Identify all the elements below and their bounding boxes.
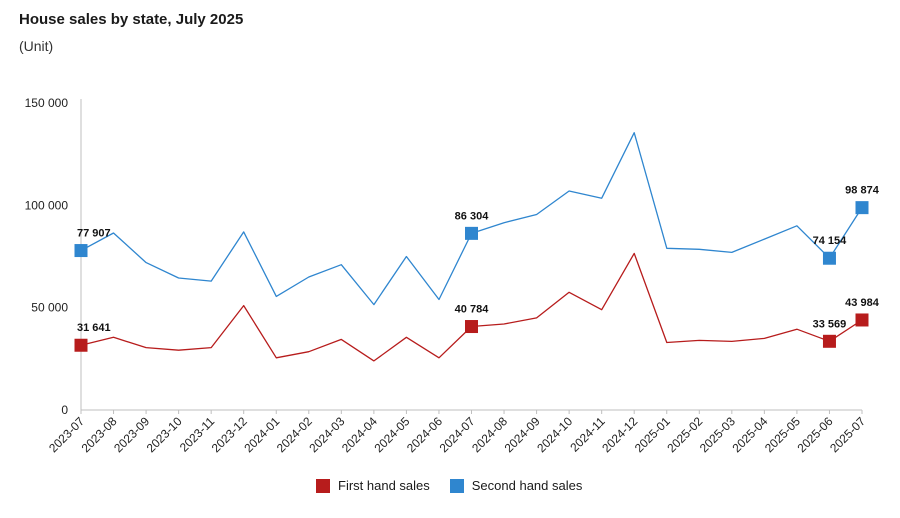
- legend-swatch-second-hand: [449, 478, 464, 493]
- legend-label-second-hand: Second hand sales: [471, 478, 583, 493]
- legend-swatch-first-hand: [316, 478, 330, 493]
- data-point-marker[interactable]: [74, 338, 88, 352]
- legend-item-second-hand[interactable]: Second hand sales: [449, 478, 583, 493]
- data-label: 74 154: [813, 235, 848, 247]
- data-point-marker[interactable]: [855, 313, 869, 327]
- x-tick-label: 2023-10: [144, 414, 185, 455]
- x-tick-label: 2024-10: [534, 414, 575, 455]
- data-label: 43 984: [845, 297, 880, 309]
- chart-title: House sales by state, July 2025: [19, 11, 244, 28]
- data-point-marker[interactable]: [465, 226, 478, 240]
- data-point-marker[interactable]: [855, 201, 869, 215]
- x-tick-label: 2025-07: [827, 414, 868, 455]
- data-label: 77 907: [77, 228, 111, 240]
- data-label: 98 874: [845, 185, 880, 197]
- data-point-marker[interactable]: [822, 251, 836, 265]
- y-tick-label: 50 000: [31, 301, 68, 315]
- data-label: 40 784: [455, 304, 490, 316]
- data-point-marker[interactable]: [822, 334, 836, 348]
- y-tick-label: 100 000: [25, 198, 69, 212]
- data-label: 33 569: [813, 318, 847, 330]
- y-tick-label: 150 000: [25, 96, 69, 110]
- legend-label-first-hand: First hand sales: [338, 478, 430, 493]
- data-point-marker[interactable]: [74, 244, 88, 258]
- data-point-marker[interactable]: [465, 320, 478, 334]
- y-tick-label: 0: [61, 403, 68, 417]
- chart-legend: First hand sales Second hand sales: [316, 478, 602, 493]
- chart-unit-label: (Unit): [19, 38, 54, 54]
- legend-item-first-hand[interactable]: First hand sales: [316, 478, 430, 493]
- data-label: 86 304: [455, 210, 490, 222]
- data-label: 31 641: [77, 322, 111, 334]
